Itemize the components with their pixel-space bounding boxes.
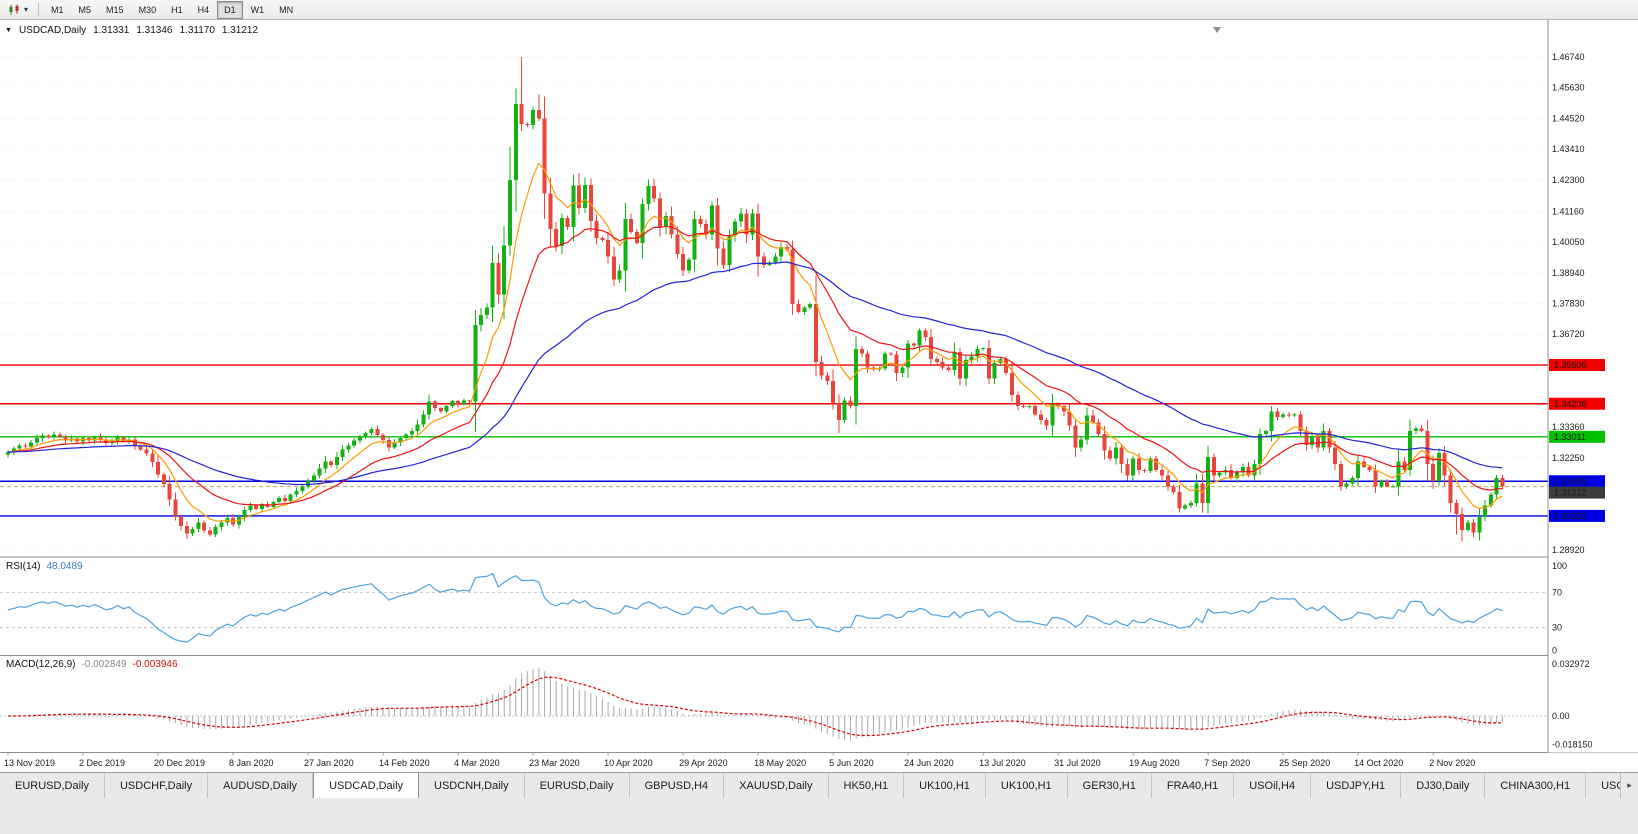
svg-text:25 Sep 2020: 25 Sep 2020 <box>1279 758 1330 768</box>
chart-tab-XAUUSD-Daily[interactable]: XAUUSD,Daily <box>724 773 829 798</box>
chart-tab-HK50-H1[interactable]: HK50,H1 <box>828 773 905 798</box>
timeframe-button-H1[interactable]: H1 <box>171 4 183 15</box>
price-axis[interactable]: 1.46740 1.45630 1.44520 1.43410 1.42300 1.411… <box>1549 52 1605 750</box>
toolbar: ▾ M1 M5 M15 M30 H1 H4 D1 W1 MN <box>0 0 1638 20</box>
timeframe-button-M30[interactable]: M30 <box>138 4 157 15</box>
chart-tab-USDJPY-H1[interactable]: USDJPY,H1 <box>1311 773 1402 798</box>
svg-text:24 Jun 2020: 24 Jun 2020 <box>904 758 954 768</box>
svg-text:1.37830: 1.37830 <box>1552 299 1585 309</box>
svg-text:29 Apr 2020: 29 Apr 2020 <box>679 758 728 768</box>
svg-text:1.42300: 1.42300 <box>1552 175 1585 185</box>
chart-tab-bar: EURUSD,Daily USDCHF,Daily AUDUSD,Daily USDC… <box>0 772 1638 798</box>
svg-text:19 Aug 2020: 19 Aug 2020 <box>1129 758 1180 768</box>
svg-text:7 Sep 2020: 7 Sep 2020 <box>1204 758 1250 768</box>
svg-text:1.44520: 1.44520 <box>1552 113 1585 123</box>
chart-window: 1.46740 1.45630 1.44520 1.43410 1.42300 1.411… <box>0 20 1638 772</box>
chevron-down-icon: ▾ <box>24 4 29 14</box>
date-axis[interactable]: 13 Nov 2019 2 Dec 2019 20 Dec 2019 8 Jan 20… <box>4 752 1475 769</box>
svg-text:10 Apr 2020: 10 Apr 2020 <box>604 758 653 768</box>
chart-tab-USDCHF-Daily[interactable]: USDCHF,Daily <box>104 773 209 798</box>
svg-text:0: 0 <box>1552 646 1557 656</box>
moving-averages-layer <box>7 162 1503 522</box>
chart-tab-GBPUSD-H4[interactable]: GBPUSD,H4 <box>629 773 725 798</box>
tab-scroll-right-button[interactable]: ▸ <box>1620 773 1638 798</box>
window-edge <box>0 798 1638 834</box>
svg-text:1.43410: 1.43410 <box>1552 144 1585 154</box>
svg-text:23 Mar 2020: 23 Mar 2020 <box>529 758 580 768</box>
svg-text:27 Jan 2020: 27 Jan 2020 <box>304 758 354 768</box>
chart-tab-USDCNH-Daily[interactable]: USDCNH,Daily <box>419 773 525 798</box>
chart-tab-GER30-H1[interactable]: GER30,H1 <box>1067 773 1152 798</box>
timeframe-button-W1[interactable]: W1 <box>250 4 265 15</box>
timeframe-button-M5[interactable]: M5 <box>78 4 92 15</box>
svg-text:1.33360: 1.33360 <box>1552 422 1585 432</box>
svg-text:1.32250: 1.32250 <box>1552 453 1585 463</box>
chart-type-button[interactable]: ▾ <box>3 1 33 19</box>
svg-text:8 Jan 2020: 8 Jan 2020 <box>229 758 274 768</box>
svg-text:-0.018150: -0.018150 <box>1552 740 1593 750</box>
svg-text:13 Nov 2019: 13 Nov 2019 <box>4 758 55 768</box>
macd-panel <box>0 667 1548 742</box>
panel-splitters[interactable] <box>0 556 1638 754</box>
svg-text:1.46740: 1.46740 <box>1552 52 1585 62</box>
rsi-panel <box>0 572 1548 643</box>
svg-text:1.38940: 1.38940 <box>1552 268 1585 278</box>
svg-text:0.032972: 0.032972 <box>1552 659 1590 669</box>
svg-text:1.28920: 1.28920 <box>1552 545 1585 555</box>
svg-text:2 Nov 2020: 2 Nov 2020 <box>1429 758 1475 768</box>
timeframe-button-H4[interactable]: H4 <box>197 4 210 15</box>
chevron-right-icon: ▸ <box>1627 780 1632 790</box>
chart-shift-marker-icon[interactable] <box>1213 27 1221 33</box>
current-price-badge <box>1549 486 1605 499</box>
svg-text:2 Dec 2019: 2 Dec 2019 <box>79 758 125 768</box>
svg-text:1.30152: 1.30152 <box>1554 511 1587 521</box>
svg-text:1.31405: 1.31405 <box>1554 476 1587 486</box>
chart-tab-USOil-H4[interactable]: USOil,H4 <box>1234 773 1312 798</box>
chart-tab-AUDUSD-Daily[interactable]: AUDUSD,Daily <box>208 773 314 798</box>
timeframe-button-MN[interactable]: MN <box>279 4 294 15</box>
svg-text:5 Jun 2020: 5 Jun 2020 <box>829 758 874 768</box>
chart-tab-EURUSD-Daily[interactable]: EURUSD,Daily <box>0 773 105 798</box>
svg-text:4 Mar 2020: 4 Mar 2020 <box>454 758 500 768</box>
chart-tab-DJ30-Daily[interactable]: DJ30,Daily <box>1401 773 1486 798</box>
svg-text:20 Dec 2019: 20 Dec 2019 <box>154 758 205 768</box>
candlestick-chart-icon <box>9 4 19 15</box>
chart-tab-FRA40-H1[interactable]: FRA40,H1 <box>1151 773 1235 798</box>
timeframe-buttons: M1 M5 M15 M30 H1 H4 D1 W1 MN <box>44 0 300 19</box>
svg-text:1.40050: 1.40050 <box>1552 237 1585 247</box>
svg-text:14 Feb 2020: 14 Feb 2020 <box>379 758 430 768</box>
toolbar-separator <box>38 3 40 16</box>
svg-text:13 Jul 2020: 13 Jul 2020 <box>979 758 1026 768</box>
svg-text:1.35606: 1.35606 <box>1554 360 1587 370</box>
candles-layer <box>6 57 1505 542</box>
svg-text:30: 30 <box>1552 623 1562 633</box>
svg-text:100: 100 <box>1552 561 1567 571</box>
timeframe-button-M15[interactable]: M15 <box>106 4 124 15</box>
chart-tab-CHINA300-H1[interactable]: CHINA300,H1 <box>1485 773 1587 798</box>
chart-tab-USDCAD-Daily[interactable]: USDCAD,Daily <box>313 773 420 798</box>
price-gridlines <box>0 56 1548 551</box>
horizontal-level-lines[interactable] <box>0 364 1548 517</box>
svg-text:70: 70 <box>1552 587 1562 597</box>
chart-tab-UK100-H1[interactable]: UK100,H1 <box>904 773 986 798</box>
svg-text:18 May 2020: 18 May 2020 <box>754 758 806 768</box>
chart-tab-UK100-H1[interactable]: UK100,H1 <box>985 773 1068 798</box>
svg-text:1.33011: 1.33011 <box>1554 432 1586 442</box>
svg-text:14 Oct 2020: 14 Oct 2020 <box>1354 758 1403 768</box>
svg-text:1.36720: 1.36720 <box>1552 329 1585 339</box>
timeframe-button-M1[interactable]: M1 <box>51 4 64 15</box>
svg-text:1.41160: 1.41160 <box>1552 206 1584 216</box>
svg-text:1.45630: 1.45630 <box>1552 83 1585 93</box>
chart-canvas[interactable]: 1.46740 1.45630 1.44520 1.43410 1.42300 1.411… <box>0 20 1638 772</box>
timeframe-button-D1[interactable]: D1 <box>217 0 243 19</box>
svg-text:0.00: 0.00 <box>1552 711 1570 721</box>
svg-text:1.34206: 1.34206 <box>1554 399 1587 409</box>
svg-text:1.31212: 1.31212 <box>1554 488 1587 498</box>
chart-tab-EURUSD-Daily[interactable]: EURUSD,Daily <box>524 773 630 798</box>
svg-text:31 Jul 2020: 31 Jul 2020 <box>1054 758 1101 768</box>
